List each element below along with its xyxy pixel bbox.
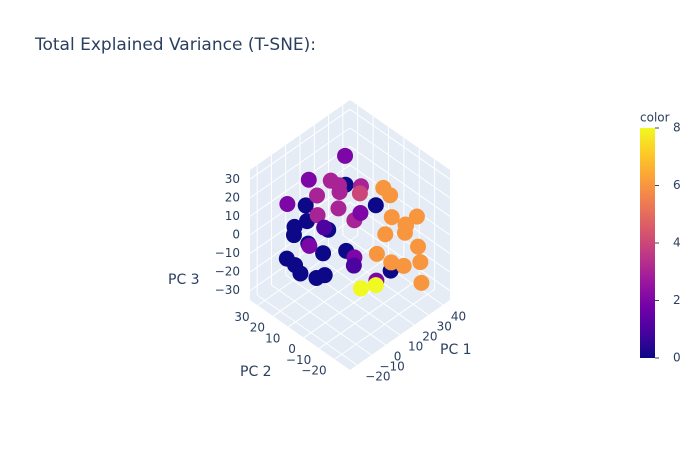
colorbar-tick-label: 6 [673, 178, 681, 192]
point [309, 207, 326, 224]
point [383, 254, 400, 271]
y-tick-label: 30 [234, 310, 249, 324]
point [292, 265, 309, 282]
x-tick-label: −10 [379, 360, 404, 374]
colorbar-tick-label: 0 [673, 351, 681, 365]
grid-line [256, 294, 358, 366]
y-tick-label: −10 [286, 353, 311, 367]
point [345, 257, 362, 274]
point [300, 171, 317, 188]
x-tick-label: 10 [408, 340, 423, 354]
point [337, 147, 354, 164]
colorbar: color 0 2 4 6 8 [640, 111, 681, 365]
grid-line [288, 256, 389, 328]
z-tick-label: 30 [225, 172, 240, 186]
z-tick-label: 0 [232, 228, 240, 242]
x-tick-label: 20 [422, 330, 437, 344]
point [398, 217, 415, 234]
grid-line [349, 220, 451, 292]
y-tick-label: 10 [265, 331, 280, 345]
point [279, 196, 296, 213]
point [316, 267, 333, 284]
point [351, 185, 368, 202]
y-tick-label: 20 [250, 321, 265, 335]
grid-line [318, 278, 420, 349]
x-axis-title: PC 1 [440, 342, 472, 358]
grid-line [349, 127, 451, 199]
point [322, 172, 339, 189]
grid-line [285, 274, 387, 346]
colorbar-tick-label: 4 [673, 236, 681, 250]
grid-line [271, 284, 372, 356]
point [383, 209, 400, 226]
point [330, 200, 347, 217]
grid-line [303, 267, 405, 339]
point [395, 257, 412, 274]
colorbar-gradient [640, 128, 655, 358]
grid-line [249, 108, 351, 180]
x-tick-label: 0 [394, 350, 402, 364]
grid-line [349, 164, 451, 236]
point [301, 237, 318, 254]
point [315, 245, 332, 262]
point [285, 227, 302, 244]
point [367, 277, 384, 294]
y-axis-title: PC 2 [240, 364, 272, 380]
scene: −20−10010203040−20−100102030−30−20−10010… [168, 100, 472, 384]
z-axis-title: PC 3 [168, 272, 200, 288]
colorbar-title: color [640, 111, 670, 125]
colorbar-tick-label: 2 [673, 293, 681, 307]
point [410, 238, 427, 255]
z-tick-label: −20 [215, 265, 240, 279]
x-tick-label: 30 [437, 320, 452, 334]
point [297, 197, 314, 214]
x-tick-label: 40 [451, 310, 466, 324]
grid-line [349, 108, 451, 180]
grid-line [249, 146, 351, 217]
chart-title: Total Explained Variance (T-SNE): [34, 35, 316, 55]
point [377, 226, 394, 243]
point [278, 250, 295, 267]
points [278, 147, 430, 297]
y-tick-label: −20 [301, 364, 326, 378]
z-tick-label: 20 [225, 190, 240, 204]
z-tick-label: −30 [215, 283, 240, 297]
point [368, 245, 385, 262]
z-tick-label: −10 [215, 246, 240, 260]
z-tick-label: 10 [225, 209, 240, 223]
grid-line [349, 146, 451, 217]
point [331, 183, 348, 200]
point [412, 254, 429, 271]
point [413, 274, 430, 291]
x-tick-label: −20 [365, 370, 390, 384]
y-tick-label: 0 [288, 342, 296, 356]
point [408, 208, 425, 225]
point [375, 179, 392, 196]
point [352, 205, 369, 222]
point [352, 280, 369, 297]
point [316, 219, 333, 236]
point [309, 187, 326, 204]
colorbar-tick-label: 8 [673, 121, 681, 135]
grid-line [334, 288, 435, 360]
point [367, 197, 384, 214]
grid-line [249, 127, 351, 199]
